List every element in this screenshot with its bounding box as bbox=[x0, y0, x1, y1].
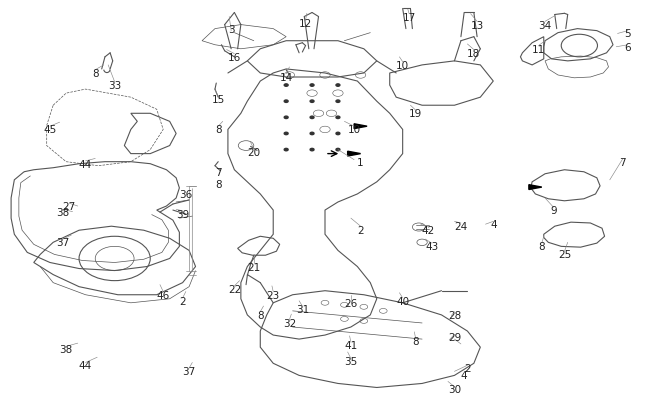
Circle shape bbox=[284, 133, 288, 135]
Text: 8: 8 bbox=[257, 310, 264, 320]
Text: 24: 24 bbox=[454, 222, 467, 232]
Text: 46: 46 bbox=[157, 290, 170, 300]
Text: 29: 29 bbox=[448, 332, 461, 342]
Text: 36: 36 bbox=[179, 190, 192, 199]
Text: 14: 14 bbox=[280, 73, 292, 83]
Circle shape bbox=[310, 117, 314, 119]
Text: 38: 38 bbox=[60, 344, 73, 354]
Text: 34: 34 bbox=[538, 21, 552, 30]
Circle shape bbox=[336, 85, 340, 87]
Text: 33: 33 bbox=[108, 81, 122, 91]
Circle shape bbox=[310, 149, 314, 151]
Text: 22: 22 bbox=[227, 284, 241, 294]
Circle shape bbox=[284, 85, 288, 87]
Text: 20: 20 bbox=[247, 147, 261, 157]
Text: 38: 38 bbox=[57, 208, 70, 217]
Text: 8: 8 bbox=[215, 125, 222, 135]
Text: 4: 4 bbox=[490, 220, 497, 230]
Text: 2: 2 bbox=[179, 296, 186, 306]
Text: 44: 44 bbox=[79, 360, 92, 371]
Text: 3: 3 bbox=[228, 25, 235, 34]
Text: 28: 28 bbox=[448, 310, 461, 320]
Polygon shape bbox=[348, 152, 361, 157]
Text: 41: 41 bbox=[344, 340, 358, 350]
Text: 10: 10 bbox=[396, 61, 410, 71]
Text: 32: 32 bbox=[283, 318, 296, 328]
Text: 2: 2 bbox=[464, 363, 471, 373]
Text: 10: 10 bbox=[348, 125, 361, 135]
Text: 8: 8 bbox=[215, 179, 222, 190]
Text: 12: 12 bbox=[299, 19, 312, 28]
Text: 45: 45 bbox=[44, 125, 57, 135]
Text: 9: 9 bbox=[550, 206, 557, 215]
Text: 16: 16 bbox=[227, 53, 241, 63]
Text: 31: 31 bbox=[296, 304, 309, 314]
Circle shape bbox=[336, 149, 340, 151]
Text: 1: 1 bbox=[358, 157, 364, 167]
Text: 5: 5 bbox=[625, 29, 631, 38]
Text: 19: 19 bbox=[409, 109, 423, 119]
Text: 21: 21 bbox=[247, 262, 261, 272]
Polygon shape bbox=[354, 124, 367, 129]
Text: 17: 17 bbox=[402, 13, 416, 22]
Text: 8: 8 bbox=[92, 69, 99, 79]
Circle shape bbox=[310, 133, 314, 135]
Circle shape bbox=[284, 101, 288, 103]
Text: 18: 18 bbox=[467, 49, 480, 59]
Text: 15: 15 bbox=[212, 95, 225, 105]
Text: 27: 27 bbox=[62, 202, 76, 211]
Polygon shape bbox=[529, 185, 542, 190]
Circle shape bbox=[336, 101, 340, 103]
Text: 7: 7 bbox=[619, 157, 626, 167]
Circle shape bbox=[284, 149, 288, 151]
Text: 4: 4 bbox=[461, 370, 467, 379]
Circle shape bbox=[336, 133, 340, 135]
Circle shape bbox=[336, 117, 340, 119]
Circle shape bbox=[310, 101, 314, 103]
Text: 42: 42 bbox=[422, 226, 436, 236]
Text: 30: 30 bbox=[448, 385, 461, 394]
Text: 23: 23 bbox=[266, 290, 280, 300]
Text: 25: 25 bbox=[558, 250, 571, 260]
Text: 26: 26 bbox=[344, 298, 358, 308]
Text: 7: 7 bbox=[215, 167, 222, 177]
Text: 39: 39 bbox=[176, 209, 189, 220]
Text: 43: 43 bbox=[425, 242, 438, 252]
Text: 44: 44 bbox=[79, 159, 92, 169]
Text: 40: 40 bbox=[396, 296, 410, 306]
Text: 8: 8 bbox=[538, 242, 545, 252]
Text: 35: 35 bbox=[344, 356, 358, 367]
Text: 8: 8 bbox=[412, 336, 419, 346]
Text: 13: 13 bbox=[471, 21, 484, 30]
Circle shape bbox=[310, 85, 314, 87]
Text: 2: 2 bbox=[358, 226, 364, 236]
Circle shape bbox=[284, 117, 288, 119]
Text: 6: 6 bbox=[625, 43, 631, 53]
Text: 37: 37 bbox=[183, 367, 196, 376]
Text: 37: 37 bbox=[57, 238, 70, 248]
Text: 11: 11 bbox=[532, 45, 545, 55]
